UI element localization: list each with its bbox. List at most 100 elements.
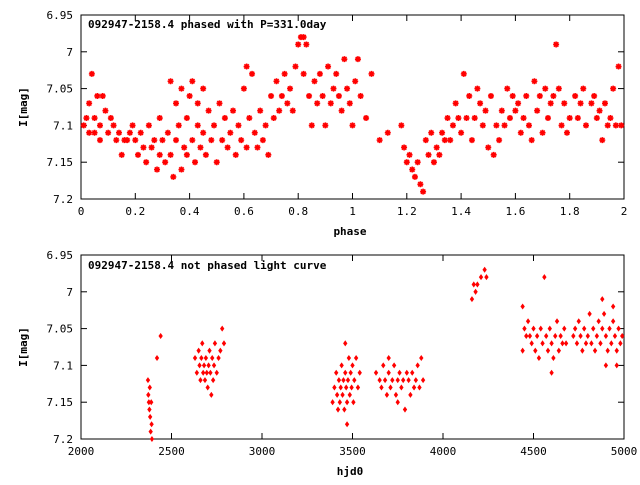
data-point (355, 384, 361, 391)
data-point (539, 129, 546, 136)
data-point (376, 137, 383, 144)
data-point (604, 122, 611, 129)
data-point (524, 332, 529, 339)
data-point (210, 377, 216, 384)
data-point (520, 115, 527, 122)
data-point (201, 369, 206, 376)
data-point (246, 115, 253, 122)
data-point (110, 122, 117, 129)
data-point (554, 318, 560, 325)
data-point (563, 129, 570, 136)
data-point (206, 362, 211, 369)
data-point (148, 144, 155, 151)
data-point (116, 129, 123, 136)
data-point (132, 137, 139, 144)
data-point (428, 129, 435, 136)
data-point (515, 100, 522, 107)
y-tick-label: 6.95 (47, 249, 74, 262)
data-point (528, 137, 535, 144)
data-point (345, 377, 351, 384)
data-point (204, 369, 209, 376)
data-point (618, 340, 623, 347)
data-point (605, 347, 610, 354)
data-point (614, 362, 619, 369)
data-point (220, 325, 225, 332)
axis-ticks: 2000 2500 3000 3500 4000 4500 5000 6.95 7 7.05 7.1… (47, 249, 638, 458)
data-point (295, 41, 302, 48)
data-point (381, 362, 386, 369)
data-point (401, 144, 408, 151)
data-point (199, 355, 204, 362)
data-point (249, 70, 256, 77)
data-point (404, 369, 409, 376)
data-point (433, 144, 440, 151)
data-point (278, 92, 285, 99)
data-point (143, 159, 150, 166)
data-point (601, 310, 607, 317)
data-point (181, 144, 188, 151)
chart-title: 092947-2158.4 not phased light curve (88, 259, 327, 272)
data-point (379, 384, 384, 391)
x-tick-label: 0.4 (180, 205, 200, 218)
data-point (209, 391, 214, 398)
data-point (555, 85, 562, 92)
x-tick-label: 1.2 (397, 205, 417, 218)
data-point (201, 362, 207, 369)
data-point (496, 137, 503, 144)
data-point (482, 107, 489, 114)
data-point (607, 115, 614, 122)
data-point (415, 362, 420, 369)
data-point (593, 115, 600, 122)
data-point (200, 129, 207, 136)
data-point (384, 391, 390, 398)
data-point (129, 122, 136, 129)
data-point (553, 332, 558, 339)
data-point (276, 107, 283, 114)
data-point (607, 325, 612, 332)
data-point (88, 70, 95, 77)
data-point (460, 70, 467, 77)
data-point (352, 78, 359, 85)
data-point (413, 377, 419, 384)
data-point (550, 92, 557, 99)
data-point (482, 266, 487, 273)
data-point (572, 325, 578, 332)
data-point (303, 41, 310, 48)
x-tick-label: 5000 (611, 445, 638, 458)
data-point (603, 362, 609, 369)
data-point (399, 384, 404, 391)
data-points (80, 34, 625, 195)
data-point (214, 369, 219, 376)
data-point (469, 296, 475, 303)
data-point (221, 340, 227, 347)
data-point (493, 122, 500, 129)
data-point (544, 332, 549, 339)
data-point (126, 129, 133, 136)
data-point (221, 115, 228, 122)
data-point (420, 188, 427, 195)
data-point (549, 369, 554, 376)
data-point (149, 399, 154, 406)
data-point (391, 362, 397, 369)
data-point (452, 100, 459, 107)
data-point (474, 85, 481, 92)
data-point (402, 406, 408, 413)
data-point (183, 115, 190, 122)
x-tick-label: 2500 (158, 445, 185, 458)
y-tick-label: 7.1 (53, 359, 73, 372)
data-point (205, 384, 210, 391)
data-point (408, 391, 413, 398)
data-point (540, 340, 545, 347)
data-point (393, 391, 399, 398)
data-point (207, 347, 212, 354)
data-point (566, 115, 573, 122)
data-point (319, 92, 326, 99)
data-point (338, 107, 345, 114)
data-point (151, 137, 158, 144)
y-tick-label: 6.95 (47, 9, 74, 22)
data-point (86, 129, 93, 136)
data-point (197, 362, 202, 369)
data-point (178, 85, 185, 92)
data-point (610, 85, 617, 92)
